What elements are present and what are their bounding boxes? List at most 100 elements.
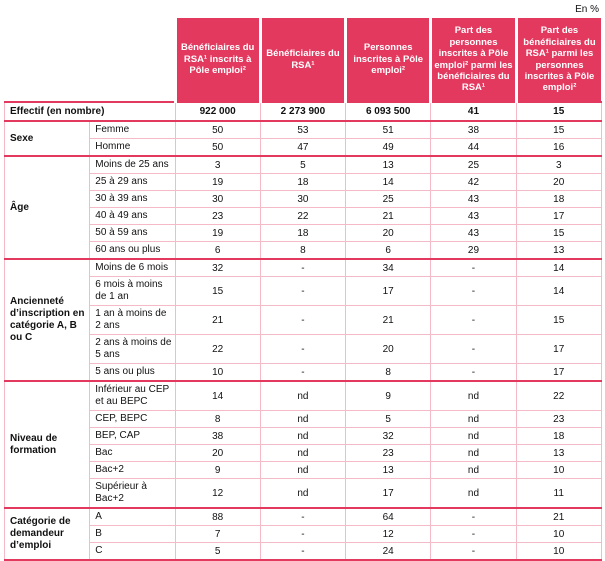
column-header: Part des bénéficiaires du RSA¹ parmi les…	[514, 18, 602, 102]
row-label: 1 an à moins de 2 ans	[89, 305, 176, 335]
value-cell: 43	[430, 190, 517, 208]
column-header: Part des personnes inscrites à Pôle empl…	[429, 18, 517, 102]
table-row: 6 mois à moins de 1 an 15-17-14	[5, 276, 602, 306]
value-cell: 21	[515, 508, 602, 526]
value-cell: -	[430, 542, 517, 560]
value-cell: 13	[515, 444, 602, 462]
value-cell: 18	[259, 224, 346, 242]
value-cell: 23	[345, 444, 431, 462]
row-label: Inférieur au CEP et au BEPC	[89, 381, 176, 411]
value-cell: 922 000	[174, 102, 261, 121]
value-cell: 15	[515, 121, 602, 139]
header-row: Bénéficiaires du RSA¹ inscrits à Pôle em…	[4, 18, 602, 102]
table-row: 1 an à moins de 2 ans 21-21-15	[5, 305, 602, 335]
row-label: Supérieur à Bac+2	[89, 478, 176, 508]
value-cell: 23	[174, 207, 261, 225]
table-row: 60 ans ou plus 6 8 6 29 13	[5, 241, 602, 259]
value-cell: 50	[174, 121, 261, 139]
value-cell: 3	[515, 156, 602, 174]
value-cell: 20	[345, 334, 431, 364]
value-cell: 5	[345, 410, 431, 428]
row-label: Moins de 6 mois	[89, 259, 176, 277]
value-cell: 15	[174, 276, 261, 306]
row-label: 60 ans ou plus	[89, 241, 176, 259]
value-cell: 23	[515, 410, 602, 428]
value-cell: -	[430, 525, 517, 543]
table-row: Niveau de formation Inférieur au CEP et a…	[3, 381, 602, 508]
value-cell: 16	[515, 138, 602, 156]
value-cell: -	[259, 334, 346, 364]
value-cell: 14	[515, 276, 602, 306]
value-cell: 8	[174, 410, 261, 428]
value-cell: 19	[174, 224, 261, 242]
value-cell: 43	[430, 207, 517, 225]
row-label: A	[89, 508, 176, 526]
value-cell: -	[430, 276, 517, 306]
value-cell: 17	[515, 334, 602, 364]
row-label: BEP, CAP	[89, 427, 176, 445]
value-cell: 38	[174, 427, 261, 445]
value-cell: -	[430, 363, 517, 381]
value-cell: -	[259, 508, 346, 526]
value-cell: 29	[430, 241, 517, 259]
value-cell: 22	[515, 381, 602, 411]
value-cell: 2 273 900	[259, 102, 346, 121]
group-label: Âge	[3, 156, 90, 259]
table-row: 30 à 39 ans 30 30 25 43 18	[5, 190, 602, 208]
row-label: 5 ans ou plus	[89, 363, 176, 381]
value-cell: 22	[174, 334, 261, 364]
value-cell: 20	[345, 224, 431, 242]
row-label: 6 mois à moins de 1 an	[89, 276, 176, 306]
value-cell: 7	[174, 525, 261, 543]
value-cell: 20	[174, 444, 261, 462]
group-label: Ancienneté d’inscription en catégorie A,…	[3, 259, 90, 381]
value-cell: nd	[430, 478, 517, 508]
row-label: B	[89, 525, 176, 543]
value-cell: 14	[345, 173, 431, 191]
value-cell: 44	[430, 138, 517, 156]
value-cell: -	[259, 259, 346, 277]
value-cell: 25	[430, 156, 517, 174]
value-cell: 15	[515, 102, 602, 121]
table-row: 5 ans ou plus 10-8-17	[5, 363, 602, 381]
value-cell: 42	[430, 173, 517, 191]
value-cell: 12	[174, 478, 261, 508]
value-cell: 9	[345, 381, 431, 411]
value-cell: 88	[174, 508, 261, 526]
value-cell: 10	[515, 542, 602, 560]
row-label: Femme	[89, 121, 176, 139]
value-cell: 5	[259, 156, 346, 174]
value-cell: -	[430, 334, 517, 364]
value-cell: 34	[345, 259, 431, 277]
value-cell: 21	[174, 305, 261, 335]
value-cell: -	[430, 508, 517, 526]
row-label: CEP, BEPC	[89, 410, 176, 428]
value-cell: nd	[259, 427, 346, 445]
value-cell: 3	[174, 156, 261, 174]
row-label: Bac	[89, 444, 176, 462]
unit-label: En %	[575, 4, 599, 15]
value-cell: nd	[259, 410, 346, 428]
table-row: 40 à 49 ans 23 22 21 43 17	[5, 207, 602, 225]
value-cell: nd	[430, 410, 517, 428]
column-header: Personnes inscrites à Pôle emploi²	[344, 18, 431, 102]
row-label: 2 ans à moins de 5 ans	[89, 334, 176, 364]
value-cell: 50	[174, 138, 261, 156]
value-cell: 22	[259, 207, 346, 225]
value-cell: 6	[345, 241, 431, 259]
value-cell: -	[259, 363, 346, 381]
effectif-row-group: Effectif (en nombre) 922 000 2 273 900 6…	[4, 102, 602, 121]
value-cell: 53	[259, 121, 346, 139]
group-label: Catégorie de demandeur d’emploi	[3, 508, 90, 560]
value-cell: 19	[174, 173, 261, 191]
value-cell: nd	[430, 381, 517, 411]
value-cell: 6 093 500	[345, 102, 431, 121]
value-cell: nd	[259, 478, 346, 508]
value-cell: 15	[515, 224, 602, 242]
row-label: 50 à 59 ans	[89, 224, 176, 242]
value-cell: 13	[345, 461, 431, 479]
value-cell: nd	[430, 444, 517, 462]
